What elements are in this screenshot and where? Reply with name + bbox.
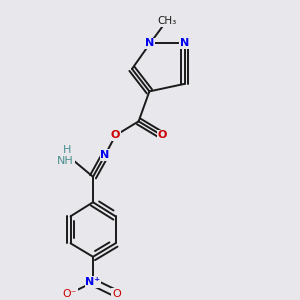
Text: N: N — [100, 150, 109, 160]
Text: NH: NH — [57, 156, 74, 166]
Text: O: O — [111, 130, 120, 140]
Text: N: N — [146, 38, 154, 48]
Text: O: O — [157, 130, 167, 140]
Text: O: O — [112, 289, 121, 298]
Text: H: H — [63, 145, 71, 155]
Text: N: N — [180, 38, 189, 48]
Text: N⁺: N⁺ — [85, 277, 100, 287]
Text: CH₃: CH₃ — [157, 16, 176, 26]
Text: O⁻: O⁻ — [62, 289, 77, 298]
